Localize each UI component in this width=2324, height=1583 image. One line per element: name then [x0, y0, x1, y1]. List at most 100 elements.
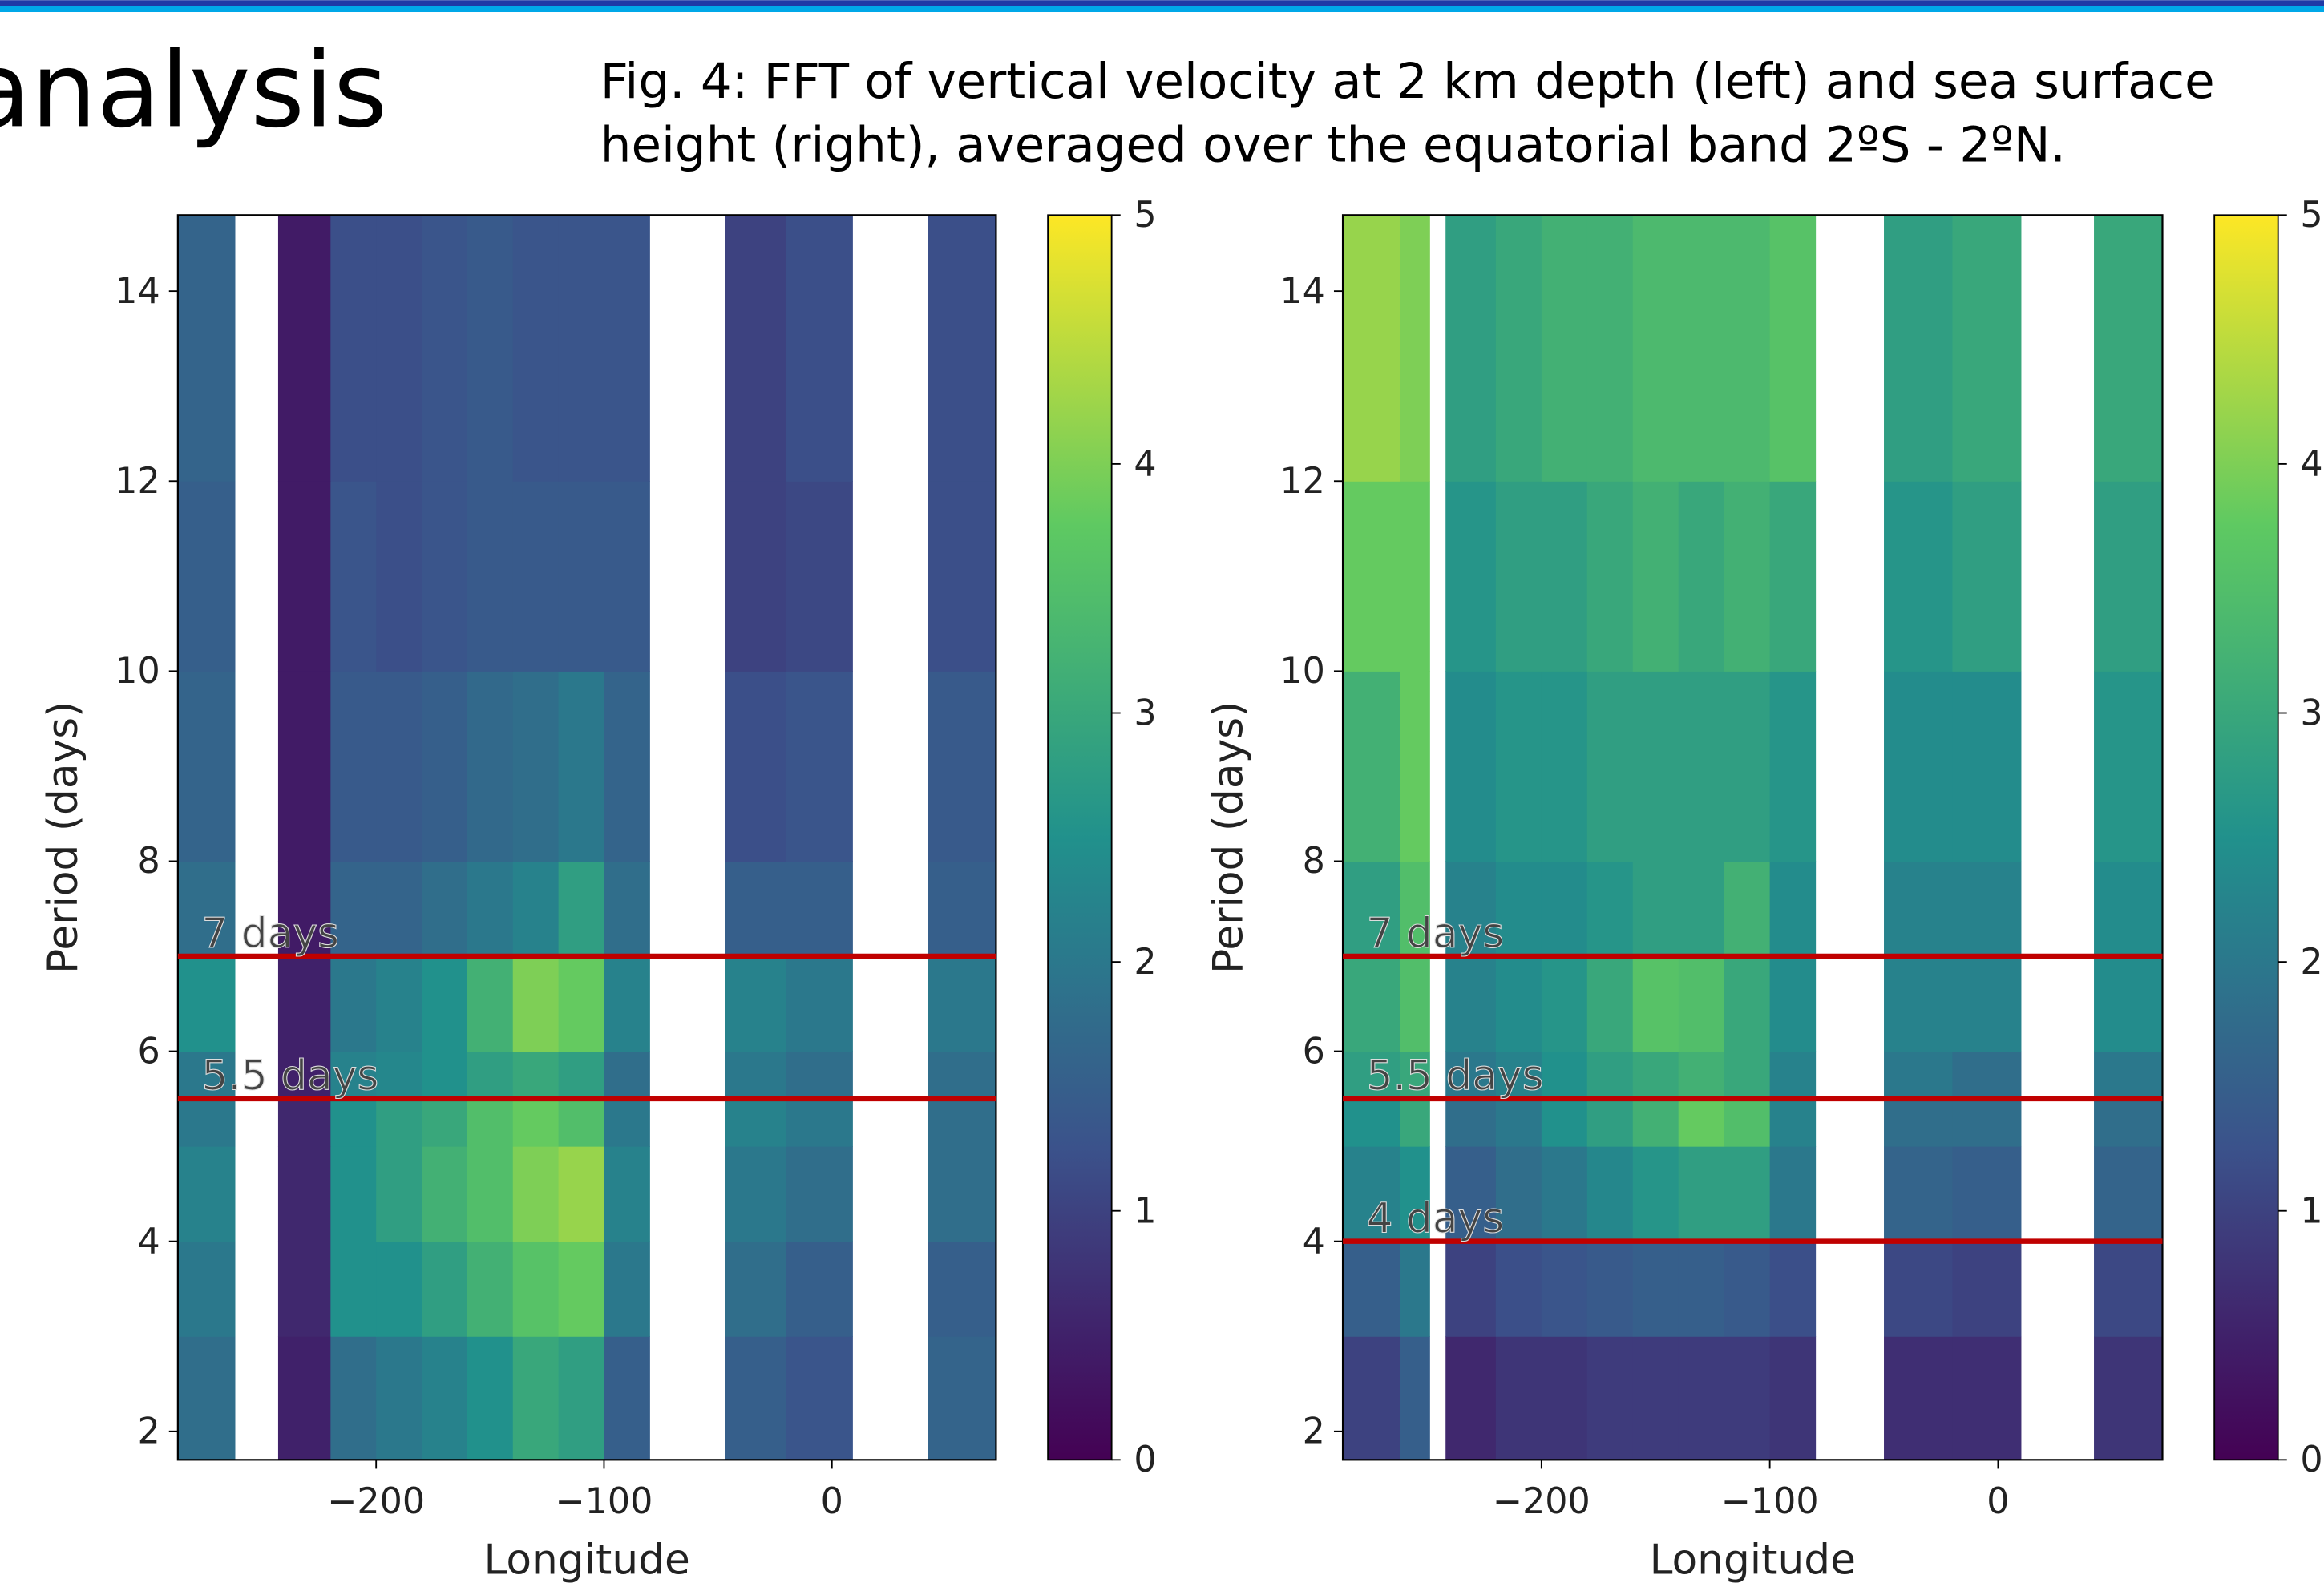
heatmap-cell	[1541, 481, 1588, 672]
heatmap-cell	[558, 956, 605, 1052]
heatmap-cell	[1586, 861, 1634, 957]
heatmap-cell	[1586, 1051, 1634, 1100]
heatmap-cell	[422, 215, 468, 482]
y-tick-label: 6	[137, 1031, 160, 1072]
heatmap-cell	[928, 1336, 996, 1460]
heatmap-cell	[2094, 1336, 2164, 1460]
heatmap-cell	[1884, 215, 1954, 482]
heatmap-cell	[1952, 956, 2022, 1052]
x-axis-label: Longitude	[1650, 1537, 1856, 1583]
heatmap-cell	[1541, 1051, 1588, 1100]
heatmap-cell	[725, 481, 787, 672]
y-axis-label: Period (days)	[1204, 701, 1252, 974]
heatmap-cell	[604, 1098, 650, 1147]
heatmap-cell	[2094, 1146, 2164, 1242]
heatmap-cell	[177, 671, 236, 862]
y-tick-label: 2	[137, 1411, 160, 1452]
heatmap-cell	[1445, 671, 1497, 862]
heatmap-cell	[1495, 861, 1542, 957]
heatmap-cell	[1495, 1146, 1542, 1242]
heatmap-cell	[725, 1146, 787, 1242]
heatmap-cell	[422, 1336, 468, 1460]
x-tick-label: 0	[1987, 1481, 2009, 1522]
heatmap-cell	[330, 1051, 377, 1100]
heatmap-cell	[604, 1146, 650, 1242]
heatmap-cell	[604, 861, 650, 957]
heatmap-cell	[725, 956, 787, 1052]
heatmap-cell	[422, 1146, 468, 1242]
heatmap-cell	[786, 481, 853, 672]
heatmap-cell	[2094, 956, 2164, 1052]
heatmap-cell	[1952, 1241, 2022, 1337]
heatmap-cell	[1400, 215, 1430, 482]
heatmap-cell	[422, 1098, 468, 1147]
heatmap-cell	[786, 956, 853, 1052]
heatmap-cell	[1724, 1098, 1771, 1147]
y-tick-label: 2	[1303, 1411, 1325, 1452]
heatmap-cell	[1678, 481, 1725, 672]
heatmap-cell	[330, 956, 377, 1052]
heatmap-cell	[376, 1051, 422, 1100]
heatmap-cell	[1769, 1241, 1817, 1337]
heatmap-cell	[1586, 1146, 1634, 1242]
heatmap-cell	[1400, 1336, 1430, 1460]
heatmap-cell	[277, 671, 331, 862]
x-tick-label: −200	[1493, 1481, 1590, 1522]
reference-label: 5.5 days	[201, 1052, 378, 1100]
colorbar	[2213, 214, 2279, 1461]
heatmap-cell	[376, 1146, 422, 1242]
heatmap-cell	[277, 215, 331, 482]
caption: Fig. 4: FFT of vertical velocity at 2 km…	[600, 53, 2215, 110]
heatmap-cell	[1632, 956, 1679, 1052]
heatmap-cell	[422, 1051, 468, 1100]
colorbar-tick-label: 3	[1134, 693, 1156, 733]
heatmap-cell	[1724, 215, 1771, 482]
x-axis-label: Longitude	[483, 1537, 689, 1583]
heatmap-cell	[1343, 1098, 1400, 1147]
heatmap-cell	[277, 481, 331, 672]
colorbar-tick-label: 1	[2300, 1191, 2322, 1232]
heatmap-cell	[1495, 671, 1542, 862]
y-tick-label: 4	[1303, 1221, 1325, 1262]
heatmap-cell	[1541, 1336, 1588, 1460]
heatmap-cell	[512, 1146, 560, 1242]
heatmap-cell	[512, 861, 560, 957]
heatmap-cell	[422, 481, 468, 672]
heatmap-cell	[1586, 671, 1634, 862]
heatmap-cell	[1586, 1336, 1634, 1460]
heatmap-cell	[928, 671, 996, 862]
heatmap-cell	[928, 956, 996, 1052]
heatmap-cell	[558, 1146, 605, 1242]
heatmap-cell	[1632, 1051, 1679, 1100]
heatmap-cell	[604, 671, 650, 862]
top-bar-accent	[0, 6, 2324, 13]
heatmap-cell	[277, 861, 331, 957]
heatmap-cell	[2094, 1051, 2164, 1100]
heatmap-cell	[376, 1336, 422, 1460]
plot-frame	[176, 214, 997, 1461]
heatmap-cell	[512, 481, 560, 672]
heatmap-cell	[604, 1051, 650, 1100]
heatmap-cell	[177, 481, 236, 672]
heatmap-cell	[1769, 1146, 1817, 1242]
colorbar-tick-label: 5	[1134, 195, 1156, 236]
heatmap-cell	[1343, 215, 1400, 482]
heatmap-cell	[1400, 1146, 1430, 1242]
colorbar	[1047, 214, 1113, 1461]
heatmap-cell	[1400, 1241, 1430, 1337]
heatmap-cell	[330, 1336, 377, 1460]
reference-label: 7 days	[1367, 910, 1505, 958]
heatmap-cell	[1343, 1051, 1400, 1100]
heatmap-cell	[2094, 215, 2164, 482]
heatmap-cell	[1884, 481, 1954, 672]
heatmap-cell	[1495, 1051, 1542, 1100]
heatmap-cell	[1400, 956, 1430, 1052]
heatmap-cell	[1724, 956, 1771, 1052]
heatmap-cell	[1400, 861, 1430, 957]
heatmap-cell	[422, 671, 468, 862]
heatmap-cell	[1769, 481, 1817, 672]
heatmap-cell	[1678, 956, 1725, 1052]
heatmap-cell	[725, 1051, 787, 1100]
heatmap-cell	[786, 1051, 853, 1100]
heatmap-cell	[1343, 1336, 1400, 1460]
